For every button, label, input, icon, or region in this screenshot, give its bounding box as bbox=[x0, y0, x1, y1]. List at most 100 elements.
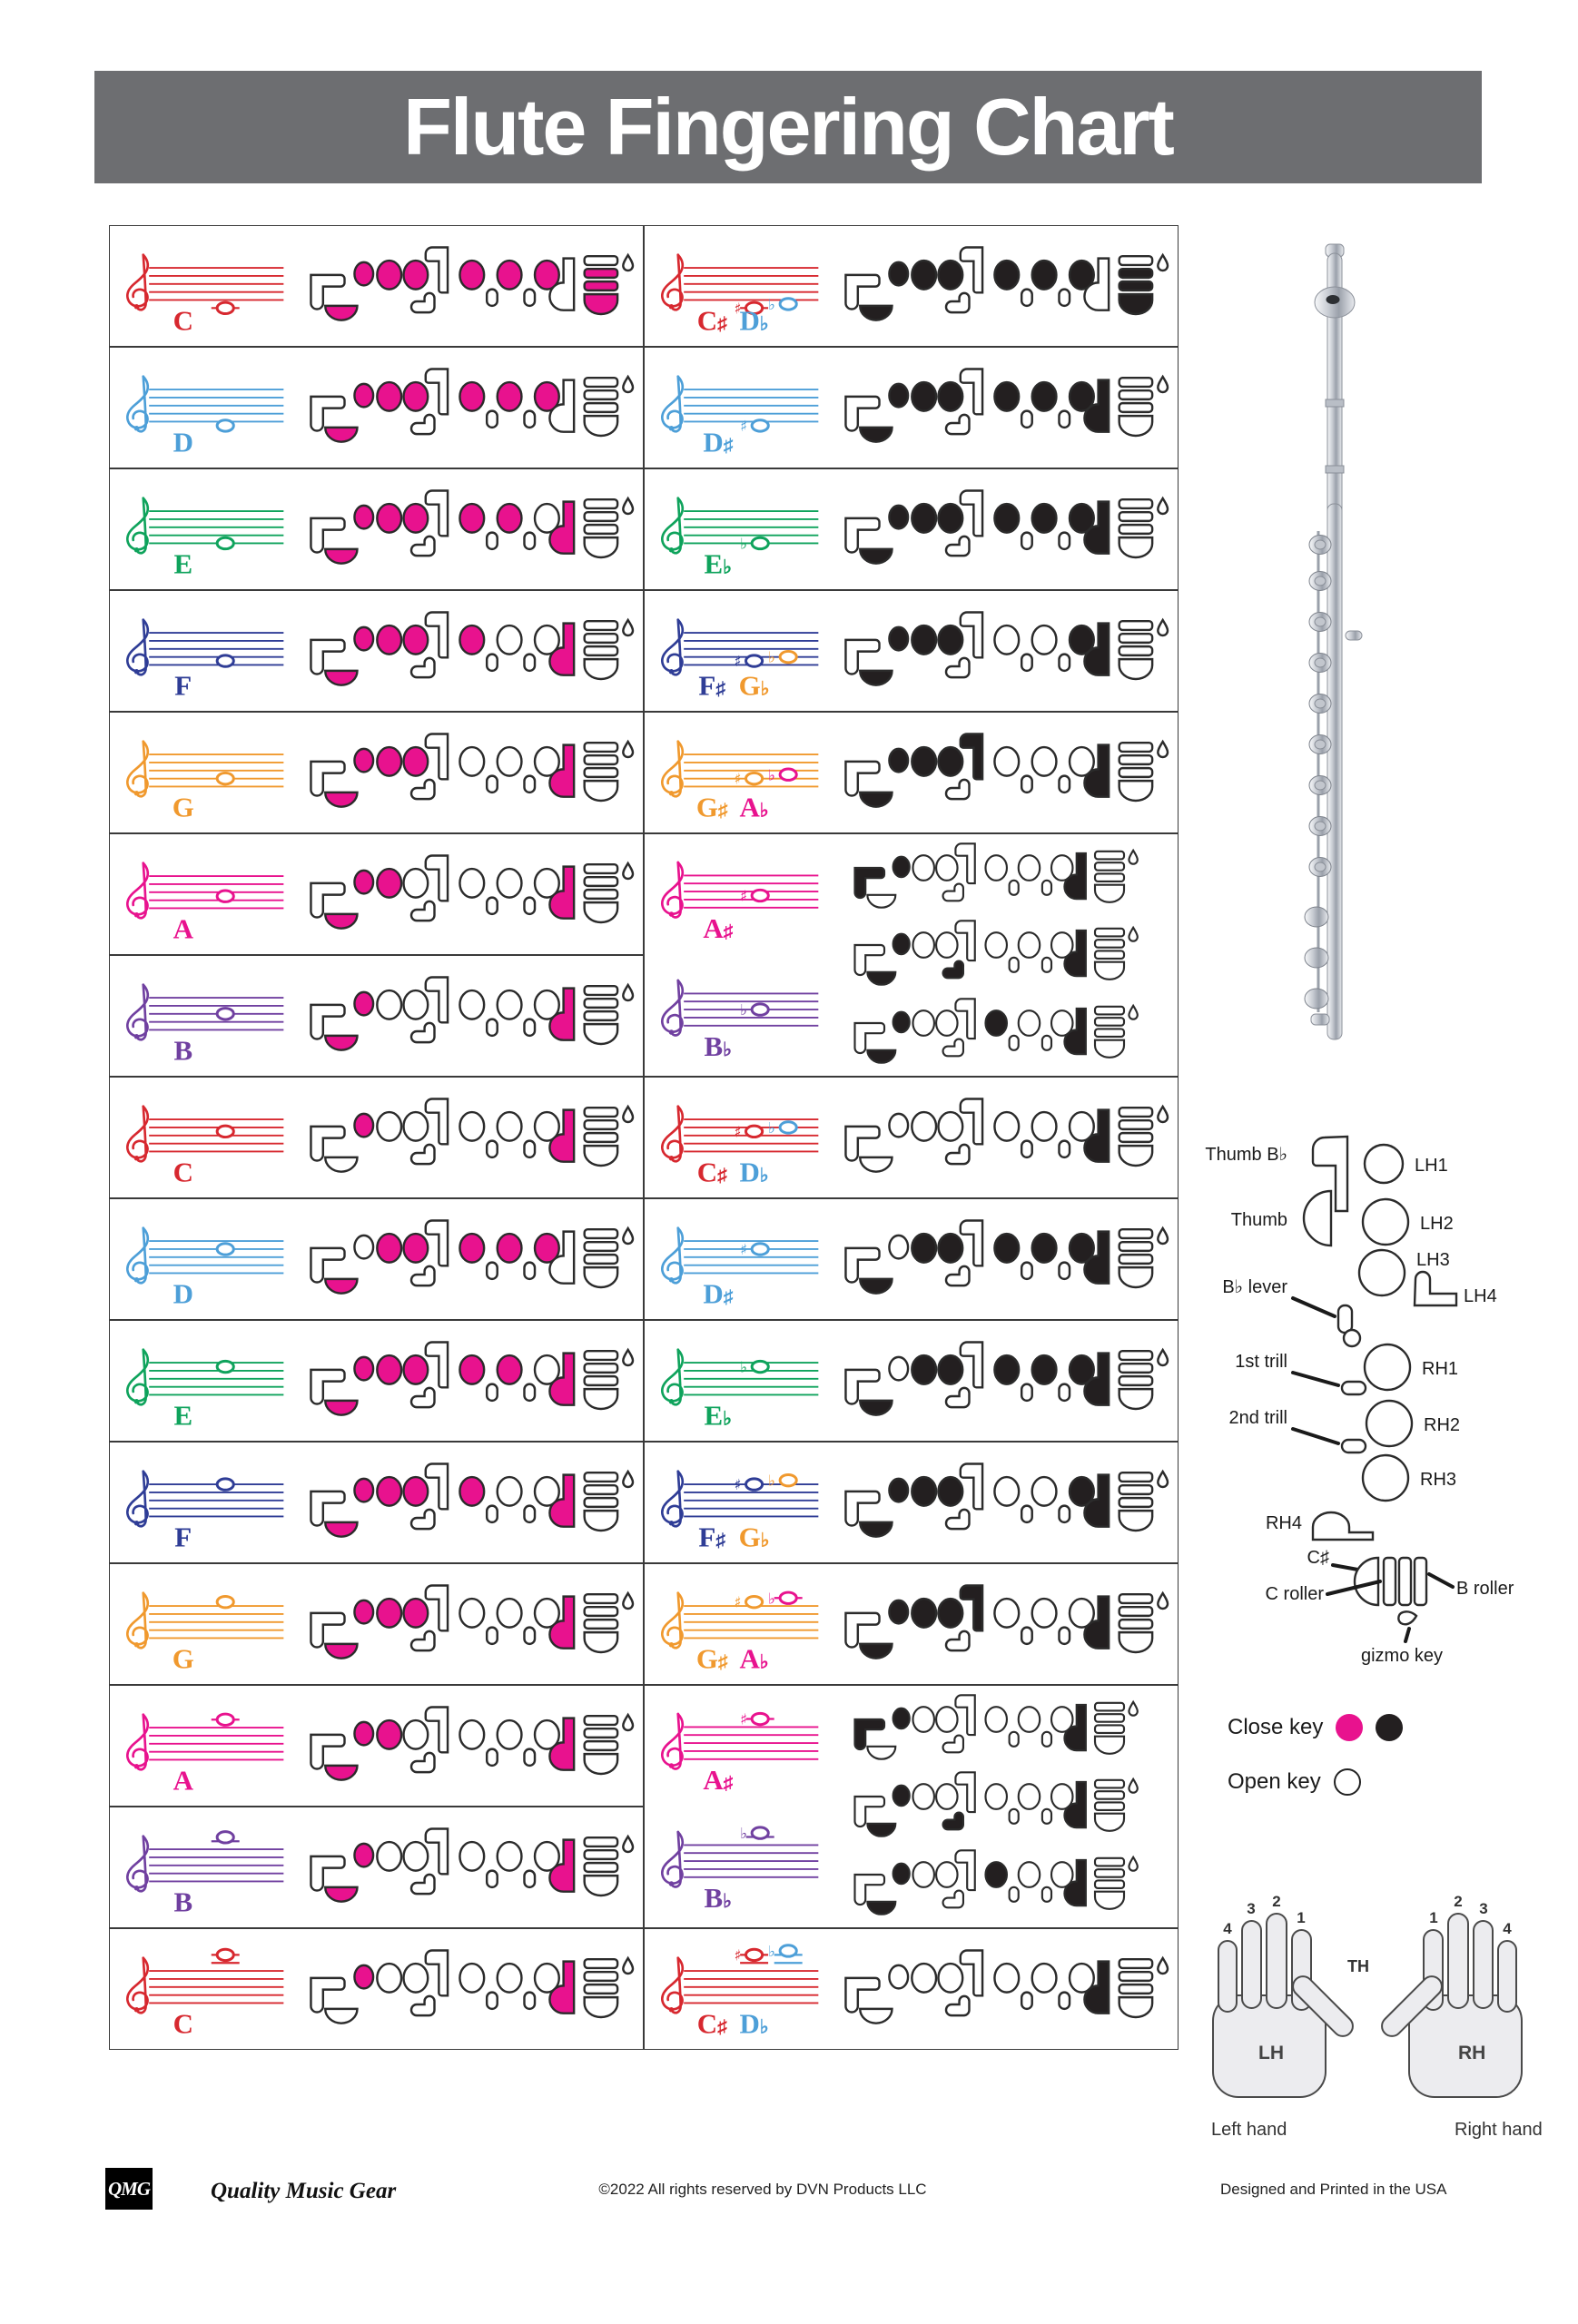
treble-clef-icon bbox=[660, 497, 685, 555]
key-csharp-foot bbox=[1093, 850, 1126, 861]
accidental: ♭ bbox=[768, 1943, 775, 1960]
key-lh2 bbox=[376, 502, 403, 534]
legend-c-cap-shape bbox=[1353, 1556, 1380, 1607]
key-thumb bbox=[859, 669, 893, 686]
key-rh2 bbox=[1017, 1706, 1041, 1733]
key-rh1 bbox=[459, 1962, 486, 1994]
key-rh2 bbox=[496, 624, 523, 655]
flute-key bbox=[1308, 816, 1332, 836]
key-rh4-eb bbox=[1083, 1473, 1110, 1528]
note-name-label: D♯ bbox=[703, 1278, 733, 1310]
key-rh2 bbox=[1031, 624, 1058, 655]
key-lh3 bbox=[402, 502, 429, 534]
key-csharp-foot bbox=[583, 1227, 619, 1240]
treble-clef-icon bbox=[660, 1105, 685, 1163]
key-rh4-eb bbox=[548, 743, 576, 798]
key-thumb bbox=[859, 426, 893, 443]
fingering-diagram bbox=[310, 1706, 635, 1781]
clef-dot bbox=[133, 791, 140, 796]
key-lh4-gsharp bbox=[959, 611, 984, 659]
key-rh1 bbox=[459, 745, 486, 777]
key-c-roller bbox=[583, 1118, 619, 1131]
key-gizmo bbox=[622, 861, 635, 881]
key-b-roller bbox=[1093, 1027, 1126, 1038]
note-head bbox=[215, 1477, 235, 1492]
key-gizmo bbox=[1157, 617, 1169, 637]
legend-trill2-shape bbox=[1340, 1438, 1367, 1454]
key-thumb-bb bbox=[844, 1976, 881, 2014]
key-lh2 bbox=[911, 1962, 938, 1994]
legend-label-thumb: Thumb bbox=[1231, 1210, 1287, 1230]
right-hand: 12 34 RH Right hand bbox=[1381, 1893, 1543, 2140]
key-csharp-foot bbox=[583, 376, 619, 389]
accidental: ♯ bbox=[740, 1241, 747, 1258]
key-lh2 bbox=[376, 1354, 403, 1385]
key-trill1 bbox=[1008, 1034, 1020, 1051]
finger-number: 1 bbox=[1297, 1909, 1305, 1926]
key-thumb bbox=[324, 2007, 359, 2024]
key-rh4-eb bbox=[548, 865, 576, 920]
key-rh2 bbox=[1031, 1475, 1058, 1507]
treble-clef-icon bbox=[660, 1831, 685, 1889]
key-csharp-foot bbox=[1118, 1349, 1154, 1362]
note-name-label: D bbox=[173, 427, 193, 458]
key-rh2 bbox=[496, 1718, 523, 1750]
note-head bbox=[778, 1120, 798, 1135]
key-thumb-bb bbox=[844, 517, 881, 554]
key-csharp-foot bbox=[583, 1592, 619, 1605]
key-b-roller bbox=[583, 1983, 619, 1995]
note-name-label: D♯ bbox=[703, 427, 733, 458]
key-thumb bbox=[324, 1521, 359, 1538]
key-c-roller bbox=[1118, 1970, 1154, 1983]
key-csharp-foot bbox=[1093, 928, 1126, 938]
key-b-roller bbox=[583, 280, 619, 292]
key-rh2 bbox=[1031, 502, 1058, 534]
key-lh2 bbox=[911, 1597, 938, 1629]
key-lh2 bbox=[376, 1718, 403, 1750]
footer-copyright: ©2022 All rights reserved by DVN Product… bbox=[598, 2181, 927, 2198]
key-bb-lever bbox=[942, 1038, 965, 1057]
accidental: ♯ bbox=[734, 1476, 741, 1493]
key-lh1 bbox=[353, 1477, 375, 1503]
music-staff: B bbox=[125, 1830, 284, 1917]
key-rh4-eb bbox=[1083, 622, 1110, 676]
flute-key bbox=[1308, 653, 1332, 673]
key-rh2 bbox=[1031, 259, 1058, 290]
fingering-diagram bbox=[844, 489, 1169, 565]
clef-dot bbox=[668, 547, 675, 553]
key-rh4-eb bbox=[1063, 852, 1087, 901]
note-head bbox=[215, 1124, 235, 1139]
key-trill1 bbox=[1020, 1139, 1033, 1159]
key-lh4-gsharp bbox=[954, 1848, 976, 1891]
key-rh1 bbox=[459, 380, 486, 412]
key-lh1 bbox=[353, 382, 375, 409]
music-staff: ♯ A♯ bbox=[660, 1711, 819, 1796]
key-gizmo bbox=[622, 739, 635, 759]
key-rh3 bbox=[1068, 380, 1095, 412]
key-b-roller bbox=[1118, 645, 1154, 657]
clef-dot bbox=[133, 912, 140, 918]
key-thumb-bb bbox=[844, 1611, 881, 1649]
key-lh1 bbox=[888, 1234, 910, 1260]
key-lh2 bbox=[376, 1232, 403, 1264]
key-c-roller bbox=[1118, 1483, 1154, 1496]
key-b-roller bbox=[1118, 280, 1154, 292]
key-thumb-bb bbox=[310, 1490, 346, 1527]
key-lh1 bbox=[888, 1964, 910, 1990]
key-b-roller bbox=[1118, 1131, 1154, 1144]
key-b-roller bbox=[1118, 1253, 1154, 1265]
accidental: ♯ bbox=[734, 653, 741, 670]
flute-key bbox=[1308, 571, 1332, 591]
key-foot-cap bbox=[583, 1144, 619, 1167]
note-head bbox=[778, 1944, 798, 1958]
key-lh1 bbox=[888, 1112, 910, 1138]
music-staff: ♯ ♭ F♯ G♭ bbox=[660, 1470, 819, 1552]
key-b-roller bbox=[1093, 1878, 1126, 1889]
key-rh4-eb bbox=[548, 622, 576, 676]
treble-clef-icon bbox=[125, 253, 150, 311]
note-head bbox=[215, 1007, 235, 1021]
key-rh1 bbox=[993, 745, 1021, 777]
key-thumb-bb bbox=[310, 1976, 346, 2014]
finger-number: 4 bbox=[1503, 1920, 1512, 1937]
fingering-diagram bbox=[310, 1098, 635, 1173]
